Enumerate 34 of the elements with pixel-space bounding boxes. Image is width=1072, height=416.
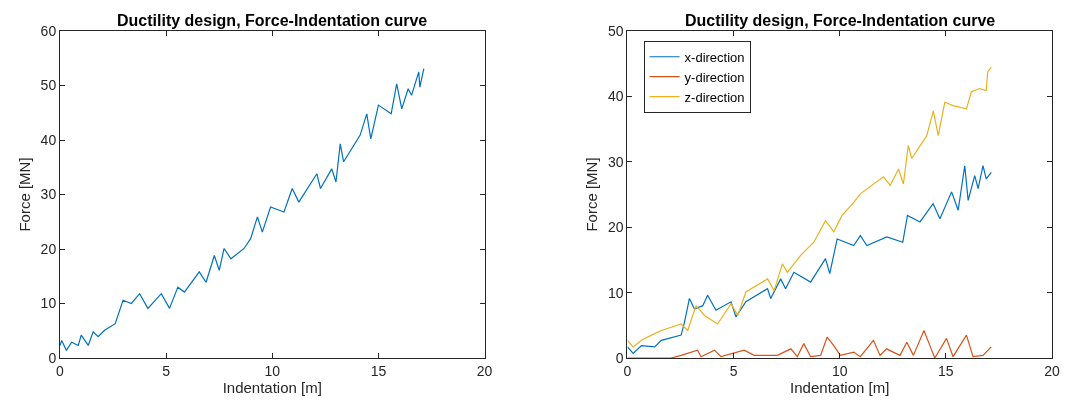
y-axis-title: Force [MN]: [15, 157, 33, 232]
x-axis-title: Indentation [m]: [222, 378, 322, 396]
x-tick-label: 10: [831, 362, 848, 379]
y-tick-label: 60: [40, 22, 57, 39]
y-tick-label: 40: [40, 131, 57, 148]
y-tick-label: 20: [608, 219, 624, 236]
y-tick-label: 40: [608, 88, 624, 105]
line-series: [60, 68, 425, 351]
y-tick-label: 0: [615, 349, 624, 366]
x-tick-label: 5: [162, 362, 171, 379]
x-tick-label: 15: [938, 362, 954, 379]
y-tick-label: 30: [40, 186, 57, 203]
y-tick-label: 20: [40, 240, 57, 257]
y-axis-title: Force [MN]: [583, 157, 601, 232]
x-tick-label: 5: [729, 362, 738, 379]
x-tick-label: 10: [264, 362, 281, 379]
y-tick-label: 50: [40, 77, 57, 94]
x-tick-label: 15: [370, 362, 387, 379]
y-tick-label: 30: [608, 153, 624, 170]
y-tick-label: 10: [40, 295, 57, 312]
line-series: [627, 329, 992, 358]
x-axis-title: Indentation [m]: [790, 378, 890, 396]
chart-title: Ductility design, Force-Indentation curve: [685, 12, 996, 29]
y-tick-label: 0: [48, 349, 57, 366]
y-tick-label: 10: [608, 284, 624, 301]
x-tick-label: 20: [1044, 362, 1060, 379]
line-series: [627, 66, 992, 348]
chart-title: Ductility design, Force-Indentation curve: [117, 12, 428, 29]
legend-label: z-direction: [684, 89, 745, 105]
y-tick-label: 50: [608, 22, 624, 39]
line-series: [627, 165, 992, 355]
legend-label: x-direction: [684, 49, 745, 65]
x-tick-label: 20: [476, 362, 493, 379]
legend-label: y-direction: [684, 69, 745, 85]
